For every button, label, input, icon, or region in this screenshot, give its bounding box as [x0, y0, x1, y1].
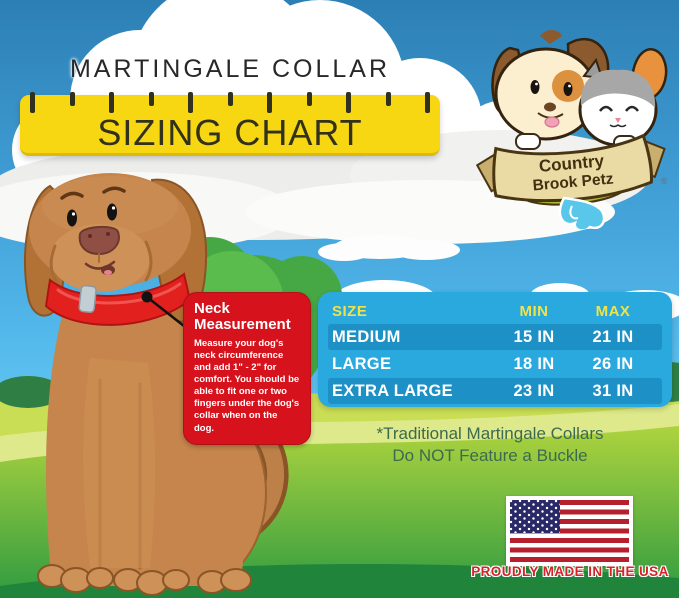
mid-cloud	[318, 235, 460, 261]
ruler-tick	[425, 92, 430, 113]
min-cell: 15 IN	[513, 327, 555, 346]
size-cell: EXTRA LARGE	[332, 381, 453, 400]
dog-right-eye	[107, 203, 117, 221]
callout-title: Neck Measurement	[194, 300, 291, 333]
flag-canton	[510, 500, 560, 534]
collar-tag	[78, 284, 97, 314]
made-in-usa-label: PROUDLY MADE IN THE USA	[471, 564, 669, 579]
table-row: MEDIUM 15 IN 21 IN	[328, 324, 662, 350]
table-row: LARGE 18 IN 26 IN	[318, 351, 672, 377]
ruler-tick	[30, 92, 35, 113]
ruler-tick	[306, 92, 312, 106]
ruler-tick	[148, 92, 154, 106]
ruler-banner: SIZING CHART	[20, 92, 440, 156]
ruler-tick	[267, 92, 272, 113]
col-header-min: MIN	[519, 302, 549, 320]
footnote-line2: Do NOT Feature a Buckle	[392, 446, 588, 466]
dog-nose	[78, 226, 120, 256]
ruler-tick	[385, 92, 391, 106]
ruler-tick	[346, 92, 351, 113]
logo-dog-paw	[515, 133, 541, 150]
max-cell: 31 IN	[592, 381, 634, 400]
registered-trademark: ®	[661, 176, 668, 186]
dog-left-eye	[67, 209, 77, 227]
min-cell: 23 IN	[513, 381, 555, 400]
page-title: SIZING CHART	[97, 112, 363, 153]
dog-mouth	[84, 260, 116, 270]
ruler-ticks	[30, 92, 430, 113]
size-cell: LARGE	[332, 354, 392, 373]
dog-eyebrows	[60, 186, 126, 200]
col-header-max: MAX	[595, 302, 631, 320]
size-cell: MEDIUM	[332, 327, 401, 346]
collar-measure-dot	[141, 291, 153, 303]
ruler-tick	[188, 92, 193, 113]
dog-paws	[37, 564, 252, 596]
ruler-tick	[109, 92, 114, 113]
min-cell: 18 IN	[513, 354, 555, 373]
size-table: SIZE MIN MAX MEDIUM 15 IN 21 IN LARGE 18…	[318, 292, 672, 407]
callout-body: Measure your dog's neck circumference an…	[194, 337, 300, 434]
ruler-tick	[227, 92, 233, 106]
col-header-size: SIZE	[332, 302, 368, 320]
collar-type-heading: MARTINGALE COLLAR	[69, 55, 391, 83]
country-brook-petz-logo: Country Brook Petz ®	[475, 30, 668, 229]
table-row: EXTRA LARGE 23 IN 31 IN	[328, 378, 662, 404]
max-cell: 26 IN	[592, 354, 634, 373]
flag-stripes	[510, 500, 629, 562]
max-cell: 21 IN	[592, 327, 634, 346]
logo-banner: Country Brook Petz	[475, 133, 666, 206]
ruler-tick	[69, 92, 75, 106]
table-header-row: SIZE MIN MAX	[318, 299, 672, 323]
usa-flag	[506, 496, 633, 566]
neck-measurement-callout: Neck Measurement Measure your dog's neck…	[183, 292, 311, 445]
buckle-footnote: *Traditional Martingale Collars Do NOT F…	[320, 423, 660, 468]
logo-water-splash	[558, 196, 606, 229]
footnote-line1: *Traditional Martingale Collars	[376, 424, 604, 443]
logo-cat	[578, 48, 668, 151]
